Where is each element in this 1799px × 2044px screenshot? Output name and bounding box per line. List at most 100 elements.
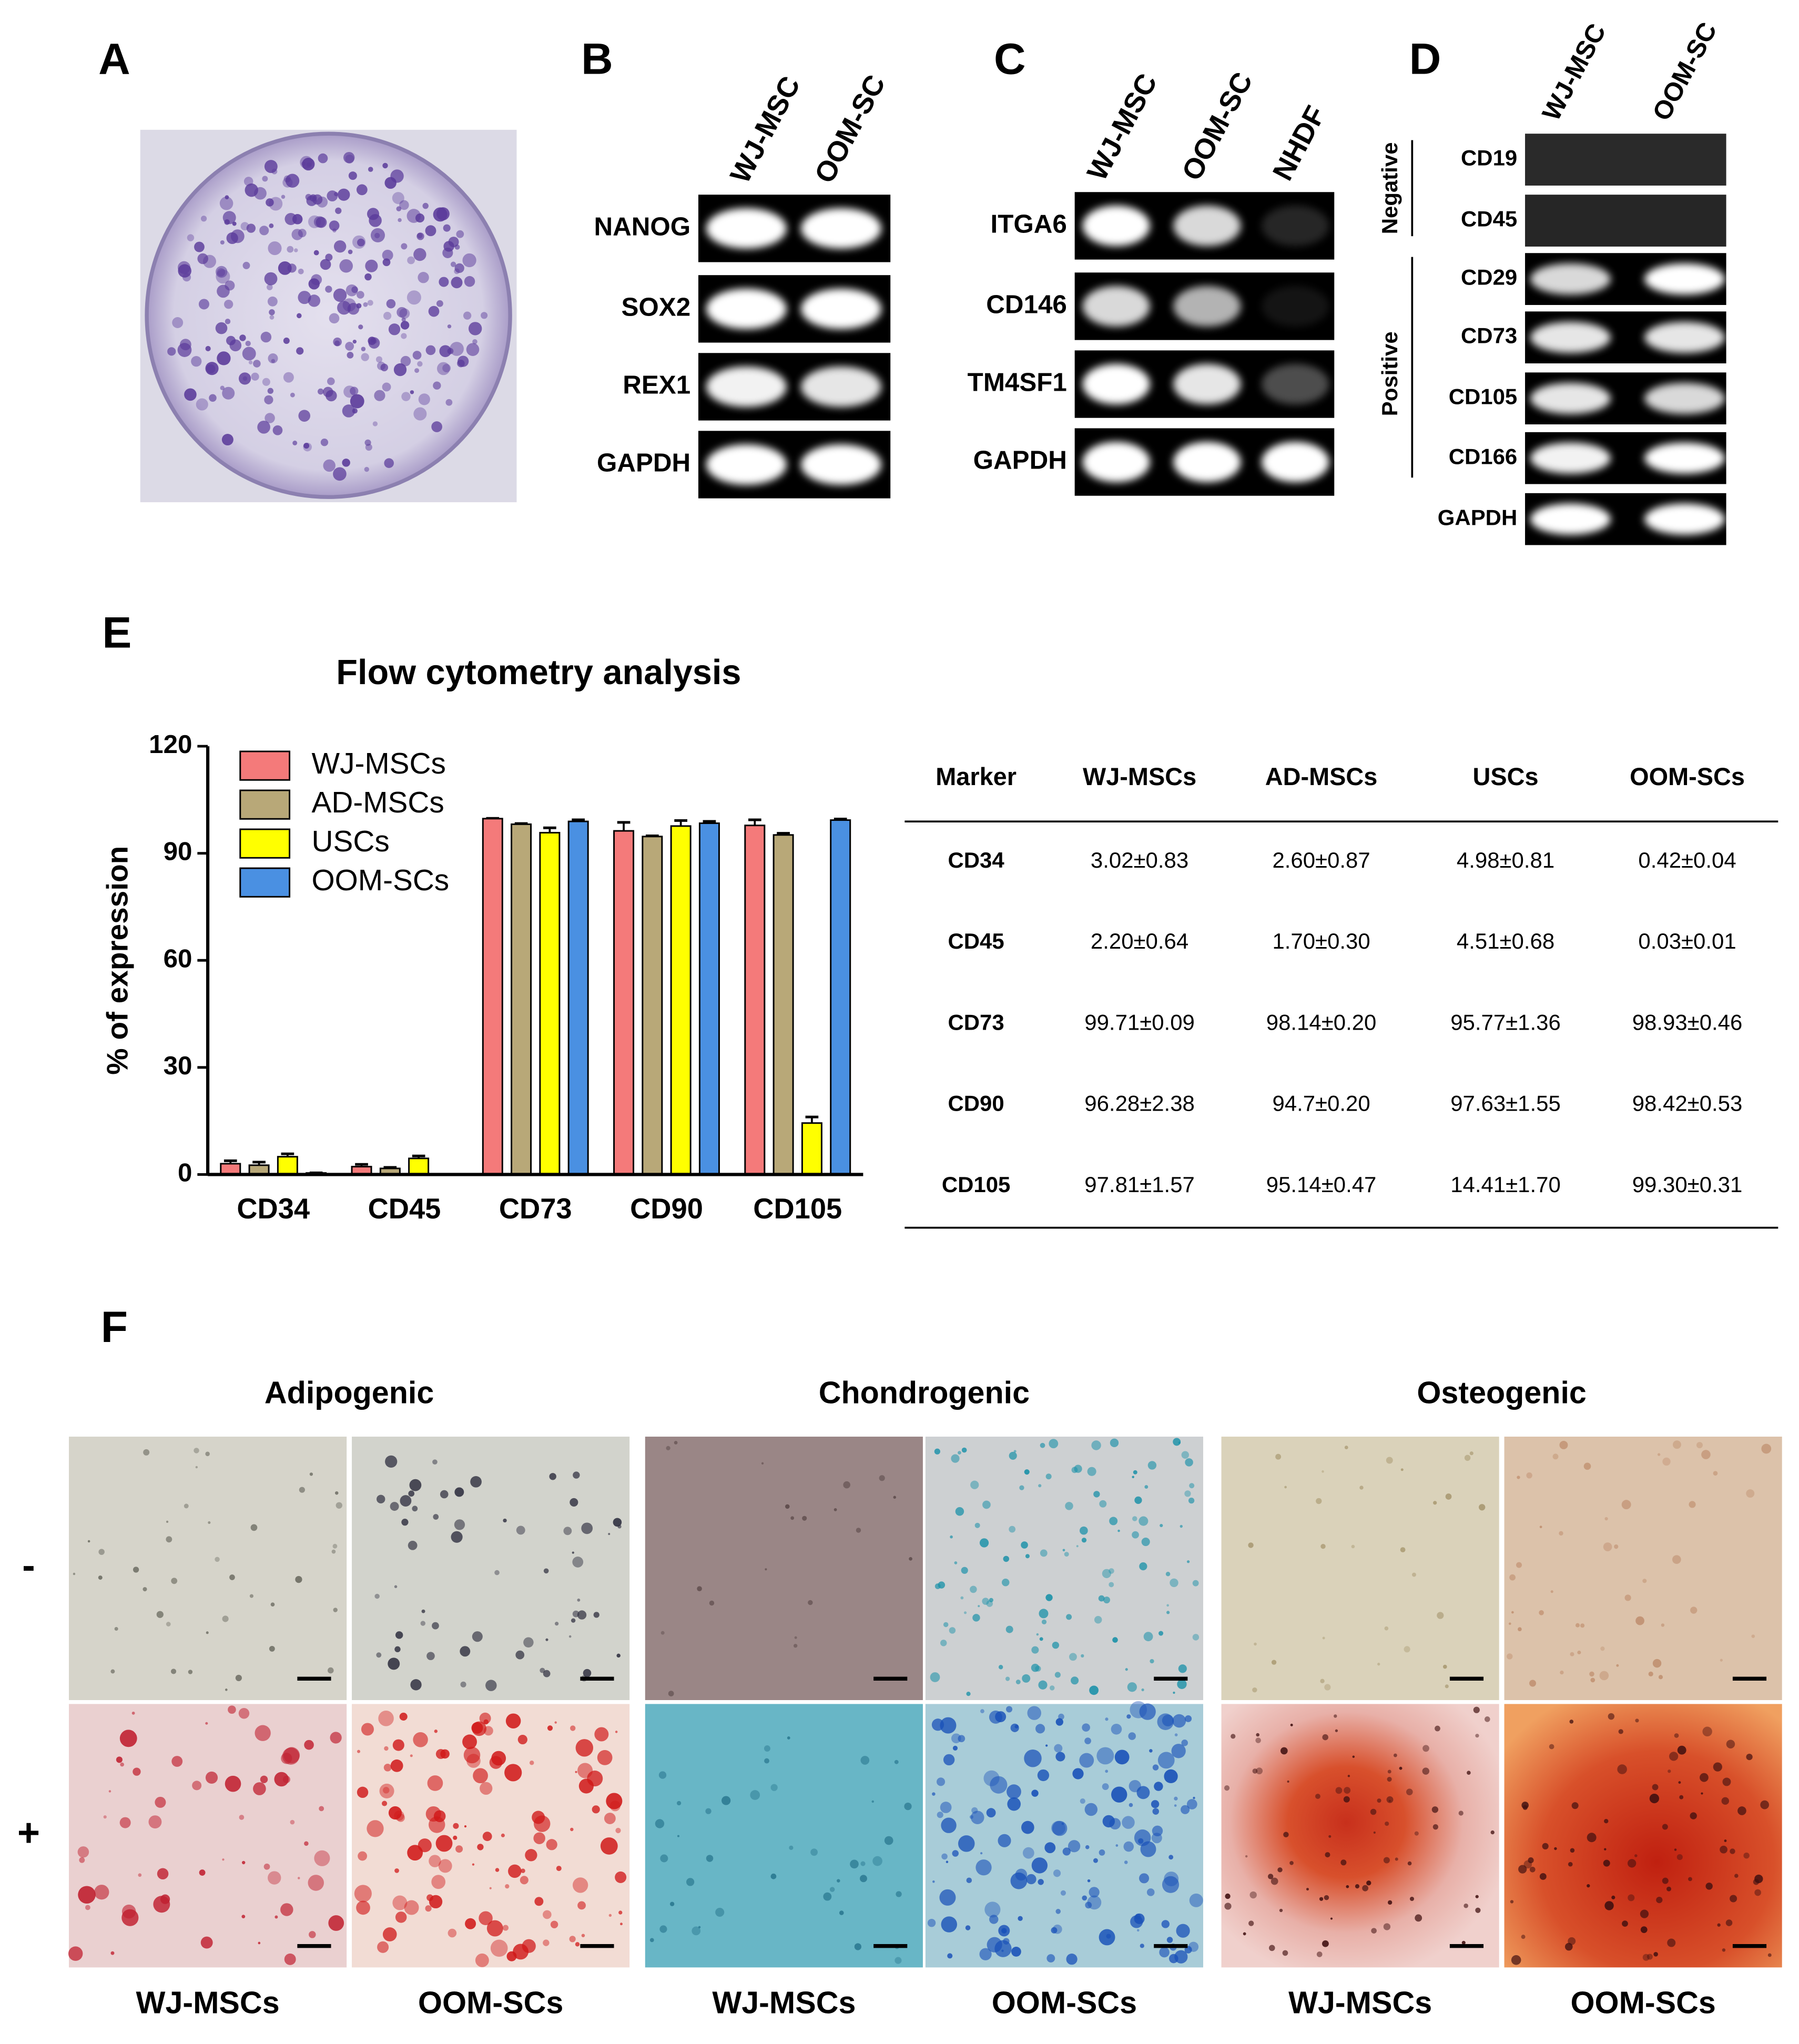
stain-spot	[1635, 1616, 1644, 1625]
legend-label: OOM-SCs	[312, 864, 450, 897]
stain-spot	[676, 1801, 682, 1806]
stain-spot	[1577, 1650, 1581, 1654]
stain-spot	[470, 1476, 482, 1488]
stain-spot	[1130, 1701, 1147, 1718]
stain-spot	[1181, 1451, 1190, 1459]
stain-spot	[1529, 1680, 1537, 1687]
stain-spot	[1186, 1560, 1190, 1563]
colony	[184, 388, 197, 401]
stain-spot	[1080, 1798, 1085, 1804]
stain-spot	[1031, 1857, 1048, 1874]
colony	[240, 222, 249, 231]
colony	[380, 363, 389, 372]
stain-spot	[319, 1806, 324, 1812]
stain-spot	[401, 1519, 409, 1526]
stain-spot	[477, 1844, 484, 1850]
gene-label: ITGA6	[991, 209, 1067, 238]
stain-spot	[1139, 1516, 1148, 1526]
stain-spot	[222, 1858, 225, 1861]
colony	[269, 223, 274, 228]
stain-spot	[440, 1490, 449, 1499]
stain-spot	[205, 1722, 208, 1725]
stain-spot	[946, 1860, 949, 1864]
stain-spot	[1079, 1753, 1094, 1768]
stain-spot	[1055, 1718, 1063, 1726]
colony	[450, 261, 456, 267]
stain-spot	[1147, 1461, 1157, 1470]
stain-spot	[1026, 1874, 1036, 1885]
stain-spot	[1409, 1896, 1415, 1901]
stain-spot	[1231, 1734, 1236, 1739]
colony	[221, 434, 233, 446]
colony	[364, 439, 371, 446]
stain-spot	[1721, 1797, 1730, 1805]
colony	[406, 209, 421, 223]
stain-spot	[1510, 1900, 1514, 1904]
cell-label: OOM-SCs	[418, 1985, 563, 2020]
stain-spot	[433, 1514, 439, 1520]
colony	[407, 256, 415, 265]
gel-band	[800, 288, 881, 329]
scale-bar	[1449, 1676, 1484, 1681]
stain-spot	[1268, 1945, 1275, 1951]
stain-spot	[581, 1934, 585, 1937]
colony	[318, 153, 328, 164]
stain-spot	[1010, 1872, 1028, 1889]
stain-spot	[1139, 1703, 1156, 1720]
stain-spot	[1473, 1706, 1480, 1713]
stain-spot	[785, 1504, 790, 1509]
stain-spot	[1334, 1714, 1337, 1718]
stain-spot	[1445, 1684, 1449, 1689]
stain-spot	[1509, 1574, 1516, 1581]
colony	[364, 466, 369, 472]
stain-spot	[327, 1667, 334, 1674]
colony	[457, 359, 465, 368]
colony	[350, 394, 364, 409]
stain-spot	[1383, 1857, 1390, 1864]
stain-spot	[385, 1455, 398, 1468]
stain-spot	[1322, 1636, 1325, 1640]
stain-spot	[1669, 1752, 1679, 1761]
stain-spot	[1149, 1749, 1153, 1753]
stain-spot	[1539, 1526, 1542, 1529]
stain-spot	[1150, 1659, 1154, 1664]
stain-spot	[1529, 1866, 1536, 1873]
stain-spot	[1587, 1884, 1590, 1888]
stain-spot	[1111, 1723, 1122, 1735]
gene-label: CD19	[1461, 146, 1517, 170]
micrograph	[925, 1437, 1203, 1700]
stain-spot	[1041, 1619, 1047, 1625]
stain-spot	[1399, 1766, 1402, 1770]
stain-spot	[1569, 1720, 1574, 1724]
stain-spot	[361, 1723, 374, 1736]
bar	[482, 818, 503, 1175]
gel-band	[800, 208, 881, 249]
stain-spot	[543, 1670, 551, 1677]
stain-spot	[556, 1866, 562, 1872]
stain-spot	[850, 1859, 859, 1869]
stain-spot	[1103, 1596, 1111, 1604]
stain-spot	[1252, 1687, 1257, 1693]
stain-spot	[520, 1876, 528, 1885]
stain-spot	[1181, 1740, 1188, 1746]
stain-spot	[770, 1873, 777, 1879]
stain-spot	[1193, 1796, 1195, 1799]
colony	[300, 156, 313, 169]
condition-title: Chondrogenic	[819, 1375, 1030, 1410]
stain-spot	[166, 1536, 172, 1543]
stain-spot	[577, 1598, 581, 1602]
stain-spot	[1185, 1715, 1192, 1722]
stain-spot	[1640, 1909, 1649, 1918]
stain-spot	[1568, 1937, 1576, 1945]
stain-spot	[464, 1825, 467, 1828]
colony	[326, 390, 337, 402]
stain-spot	[431, 1875, 446, 1889]
stain-spot	[1188, 1497, 1195, 1504]
colony	[245, 341, 251, 347]
stain-spot	[895, 1957, 902, 1964]
y-tick-label: 60	[164, 944, 192, 973]
gel-band	[1644, 322, 1725, 353]
stain-spot	[116, 1756, 123, 1763]
colony	[333, 240, 347, 253]
colony	[393, 363, 407, 377]
